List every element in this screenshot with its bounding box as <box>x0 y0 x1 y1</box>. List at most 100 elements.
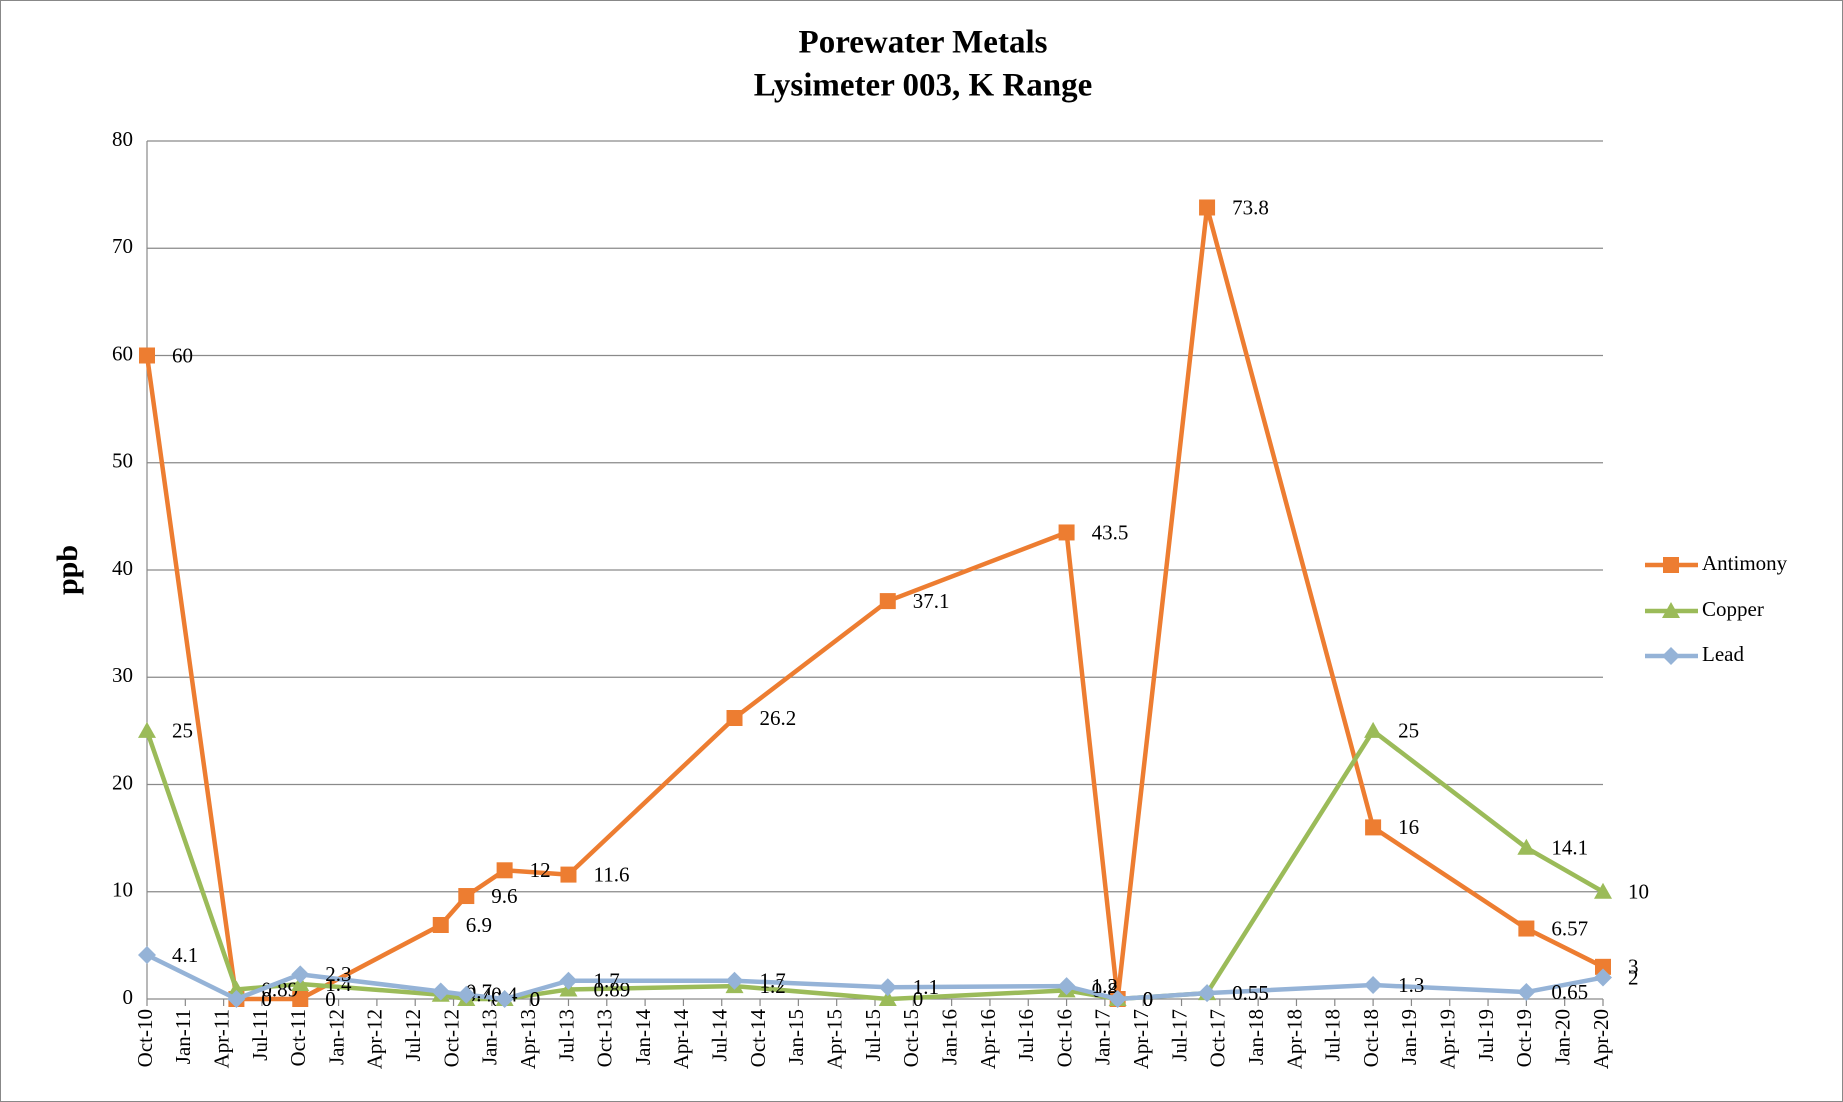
data-label: 1.2 <box>760 974 786 998</box>
x-tick-label: Jul-19 <box>1474 1009 1498 1062</box>
x-tick-label: Jul-16 <box>1014 1009 1038 1062</box>
marker <box>138 946 156 965</box>
data-label: 0 <box>913 987 924 1011</box>
marker <box>1057 977 1076 996</box>
x-tick-label: Jan-16 <box>937 1009 961 1065</box>
x-tick-label: Apr-11 <box>209 1009 233 1068</box>
marker <box>1364 976 1383 995</box>
x-tick-label: Oct-15 <box>899 1009 923 1067</box>
x-tick-label: Apr-18 <box>1282 1009 1306 1069</box>
data-label: 0 <box>530 987 541 1011</box>
data-label: 6.9 <box>466 913 492 937</box>
x-tick-label: Jan-12 <box>324 1009 348 1065</box>
marker <box>227 980 246 997</box>
marker <box>227 990 246 1008</box>
marker <box>1595 958 1611 975</box>
data-label: 16 <box>1398 815 1419 839</box>
y-tick-label: 40 <box>112 556 133 580</box>
x-tick-label: Jul-15 <box>861 1009 885 1062</box>
data-label: 0 <box>530 987 541 1011</box>
x-tick-label: Jul-14 <box>708 1009 732 1062</box>
x-tick-label: Oct-18 <box>1359 1009 1383 1067</box>
data-label: 2 <box>1628 965 1639 989</box>
x-tick-label: Jan-20 <box>1550 1009 1574 1065</box>
marker <box>496 862 513 879</box>
data-label: 3 <box>1628 955 1639 979</box>
marker <box>292 991 309 1007</box>
y-tick-label: 10 <box>112 878 133 902</box>
data-label: 26.2 <box>760 706 797 730</box>
x-tick-label: Apr-13 <box>516 1009 540 1069</box>
x-tick-label: Apr-15 <box>822 1009 846 1069</box>
y-tick-label: 50 <box>112 449 133 473</box>
x-tick-label: Apr-14 <box>669 1009 693 1070</box>
x-tick-label: Oct-12 <box>439 1009 463 1067</box>
marker <box>1108 990 1127 1008</box>
data-label: 6.57 <box>1551 916 1588 940</box>
marker <box>879 593 896 610</box>
marker <box>878 990 897 1006</box>
marker <box>1517 983 1536 1002</box>
marker <box>495 990 514 1008</box>
y-tick-label: 0 <box>123 985 134 1009</box>
marker <box>726 710 743 727</box>
chart-title: Porewater Metals <box>799 25 1048 61</box>
x-tick-label: Jan-18 <box>1244 1009 1268 1065</box>
x-tick-label: Apr-20 <box>1589 1009 1613 1069</box>
marker <box>139 347 155 364</box>
marker <box>1517 838 1536 855</box>
y-tick-label: 60 <box>112 341 133 365</box>
y-tick-label: 70 <box>112 234 133 258</box>
marker <box>431 982 450 1001</box>
x-tick-label: Apr-12 <box>363 1009 387 1069</box>
marker <box>138 721 156 738</box>
data-label: 0 <box>261 987 272 1011</box>
y-tick-label: 20 <box>112 770 133 794</box>
marker <box>1198 984 1217 1003</box>
data-label: 12 <box>530 858 551 882</box>
legend-label: Copper <box>1702 597 1764 621</box>
x-tick-label: Jan-11 <box>171 1009 195 1064</box>
marker <box>1594 968 1612 987</box>
data-label: 73.8 <box>1232 195 1269 219</box>
x-tick-label: Oct-17 <box>1206 1009 1230 1067</box>
marker <box>560 866 577 883</box>
data-label: 2.3 <box>325 962 351 986</box>
data-label: 1.2 <box>1092 974 1118 998</box>
x-tick-label: Apr-17 <box>1129 1009 1153 1069</box>
data-label: 0 <box>261 987 272 1011</box>
data-label: 1.3 <box>1398 973 1424 997</box>
marker <box>432 916 449 933</box>
x-tick-label: Jul-11 <box>248 1009 272 1061</box>
marker <box>559 971 578 990</box>
x-tick-label: Jan-15 <box>784 1009 808 1065</box>
x-tick-label: Oct-11 <box>286 1009 310 1067</box>
x-tick-label: Jul-17 <box>1167 1009 1191 1062</box>
legend-marker <box>1662 602 1680 618</box>
data-label: 1.7 <box>760 969 786 993</box>
x-tick-label: Jan-19 <box>1397 1009 1421 1065</box>
x-tick-label: Apr-19 <box>1436 1009 1460 1069</box>
data-label: 43.5 <box>1092 520 1129 544</box>
x-tick-label: Jan-13 <box>478 1009 502 1065</box>
x-tick-label: Oct-19 <box>1512 1009 1536 1067</box>
marker <box>1518 920 1535 937</box>
marker <box>1199 199 1216 216</box>
y-tick-label: 30 <box>112 663 133 687</box>
data-label: 60 <box>172 343 193 367</box>
data-label: 0 <box>1143 987 1154 1011</box>
x-tick-label: Oct-14 <box>746 1009 770 1068</box>
marker <box>1364 721 1383 738</box>
marker <box>457 985 476 1004</box>
y-tick-label: 80 <box>112 127 133 151</box>
marker <box>1058 524 1075 541</box>
data-label: 4.1 <box>172 943 198 967</box>
data-label: 14.1 <box>1551 836 1588 860</box>
legend-marker <box>1663 557 1679 573</box>
data-label: 0.55 <box>1232 981 1269 1005</box>
data-label: 1.1 <box>913 975 939 999</box>
data-label: 25 <box>172 719 193 743</box>
x-tick-label: Oct-16 <box>1052 1009 1076 1067</box>
